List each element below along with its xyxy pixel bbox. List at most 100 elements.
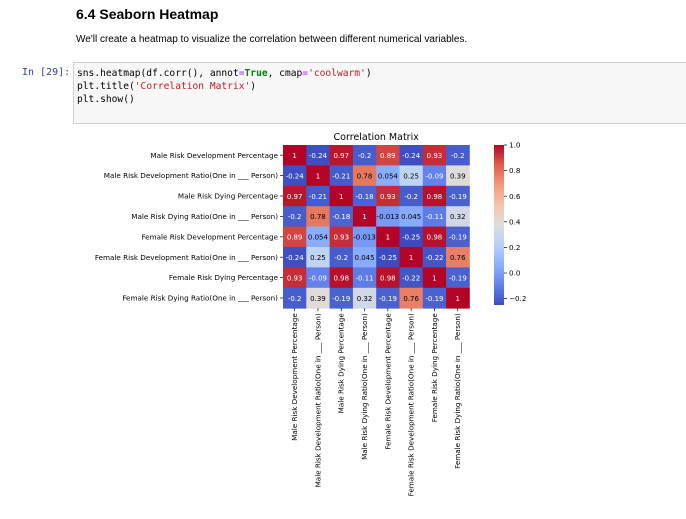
- cell-annotation: -0.18: [332, 213, 350, 221]
- heatmap-cell: [352, 185, 377, 207]
- cell-annotation: 0.93: [287, 274, 303, 282]
- cell-annotation: -0.2: [334, 254, 348, 262]
- chart-title: Correlation Matrix: [334, 132, 420, 143]
- section-heading: 6.4 Seaborn Heatmap: [76, 6, 219, 22]
- heatmap-cell: [422, 165, 447, 187]
- heatmap-cell: [399, 267, 424, 289]
- heatmap-cell: [399, 165, 424, 187]
- heatmap-cell: [399, 185, 424, 207]
- heatmap-cell: [446, 206, 470, 227]
- cell-annotation: 0.25: [310, 254, 326, 262]
- heatmap-cell: [283, 185, 307, 207]
- cell-annotation: -0.19: [449, 274, 467, 282]
- cell-annotation: 0.78: [357, 172, 373, 180]
- heatmap-cell: [376, 287, 400, 309]
- heatmap-cell: [399, 287, 424, 309]
- cell-annotation: -0.25: [402, 234, 420, 242]
- x-tick-label: Female Risk Dying Ratio(One in ___ Perso…: [453, 313, 462, 469]
- heatmap-cell: [376, 247, 400, 268]
- heatmap-cell: [446, 226, 470, 248]
- y-tick-label: Female Risk Development Ratio(One in ___…: [95, 253, 278, 262]
- cell-annotation: 0.93: [380, 193, 396, 201]
- heatmap-cell: [422, 206, 447, 227]
- cell-annotation: -0.24: [286, 254, 305, 262]
- cell-annotation: -0.19: [449, 193, 467, 201]
- section-description: We'll create a heatmap to visualize the …: [76, 34, 468, 45]
- colorbar-tick-label: 0.6: [509, 192, 521, 201]
- cell-annotation: -0.2: [288, 213, 302, 221]
- code-cell[interactable]: sns.heatmap(df.corr(), annot=True, cmap=…: [73, 62, 686, 124]
- heatmap-cell: [306, 287, 330, 309]
- colorbar-tick-label: 1.0: [509, 141, 521, 150]
- heatmap-cell: [376, 226, 400, 248]
- cell-annotation: -0.21: [332, 172, 350, 180]
- heatmap-cell: [283, 267, 307, 289]
- heatmap-cell: [352, 267, 377, 289]
- code-editor[interactable]: sns.heatmap(df.corr(), annot=True, cmap=…: [77, 67, 372, 106]
- cell-annotation: 0.98: [333, 274, 349, 282]
- cell-annotation: 0.76: [450, 254, 466, 262]
- cell-annotation: 1: [362, 213, 366, 221]
- cell-annotation: 0.97: [287, 193, 303, 201]
- heatmap-cell: [352, 226, 377, 248]
- y-tick-label: Male Risk Development Percentage: [150, 151, 278, 160]
- cell-annotation: 0.76: [403, 295, 419, 303]
- heatmap-cell: [446, 185, 470, 207]
- cell-annotation: 0.97: [333, 152, 349, 160]
- heatmap-cell: [329, 267, 354, 289]
- heatmap-cell: [306, 247, 330, 268]
- heatmap-cell: [376, 206, 400, 227]
- heatmap-cell: [283, 226, 307, 248]
- heatmap-cell: [329, 206, 354, 227]
- cell-annotation: 0.045: [401, 213, 421, 221]
- cell-annotation: -0.18: [355, 193, 373, 201]
- heatmap-cell: [306, 185, 330, 207]
- cell-annotation: -0.24: [309, 152, 328, 160]
- heatmap-cell: [422, 226, 447, 248]
- heatmap-cell: [283, 287, 307, 309]
- cell-annotation: -0.19: [379, 295, 397, 303]
- heatmap-cell: [446, 165, 470, 187]
- cell-annotation: -0.24: [402, 152, 421, 160]
- heatmap-cell: [376, 185, 400, 207]
- heatmap-cell: [352, 165, 377, 187]
- heatmap-cell: [399, 145, 424, 166]
- cell-annotation: 1: [339, 193, 343, 201]
- y-tick-label: Male Risk Dying Percentage: [178, 192, 279, 201]
- colorbar-tick-label: 0.4: [509, 217, 521, 226]
- y-tick-label: Female Risk Dying Ratio(One in ___ Perso…: [122, 294, 278, 303]
- cell-annotation: -0.2: [288, 295, 302, 303]
- cell-annotation: 0.78: [310, 213, 326, 221]
- cell-annotation: 0.98: [380, 274, 396, 282]
- heatmap-cell: [399, 247, 424, 268]
- cell-annotation: -0.09: [309, 274, 327, 282]
- heatmap-cell: [283, 247, 307, 268]
- heatmap-cell: [283, 206, 307, 227]
- heatmap-cell: [352, 206, 377, 227]
- cell-annotation: 1: [432, 274, 436, 282]
- heatmap-cell: [376, 267, 400, 289]
- heatmap-cell: [446, 287, 470, 309]
- heatmap-cell: [306, 145, 330, 166]
- colorbar-tick-label: 0.0: [509, 269, 521, 278]
- heatmap-cell: [376, 145, 400, 166]
- code-line-3: plt.show(): [77, 94, 135, 105]
- x-tick-label: Female Risk Dying Percentage: [430, 313, 439, 423]
- cell-annotation: 0.32: [357, 295, 373, 303]
- heatmap-cell: [329, 145, 354, 166]
- cell-annotation: -0.09: [425, 172, 443, 180]
- heatmap-cell: [422, 185, 447, 207]
- heatmap-cell: [376, 165, 400, 187]
- x-tick-label: Male Risk Dying Percentage: [337, 313, 346, 414]
- cell-annotation: 0.93: [427, 152, 443, 160]
- cell-annotation: 0.39: [310, 295, 326, 303]
- cell-annotation: 1: [456, 295, 460, 303]
- heatmap-cell: [306, 267, 330, 289]
- cell-annotation: 1: [316, 172, 320, 180]
- x-tick-label: Female Risk Development Percentage: [383, 313, 392, 450]
- cell-annotation: -0.21: [309, 193, 327, 201]
- x-tick-label: Male Risk Dying Ratio(One in ___ Person): [360, 313, 369, 460]
- heatmap-cell: [283, 165, 307, 187]
- cell-annotation: 0.25: [403, 172, 419, 180]
